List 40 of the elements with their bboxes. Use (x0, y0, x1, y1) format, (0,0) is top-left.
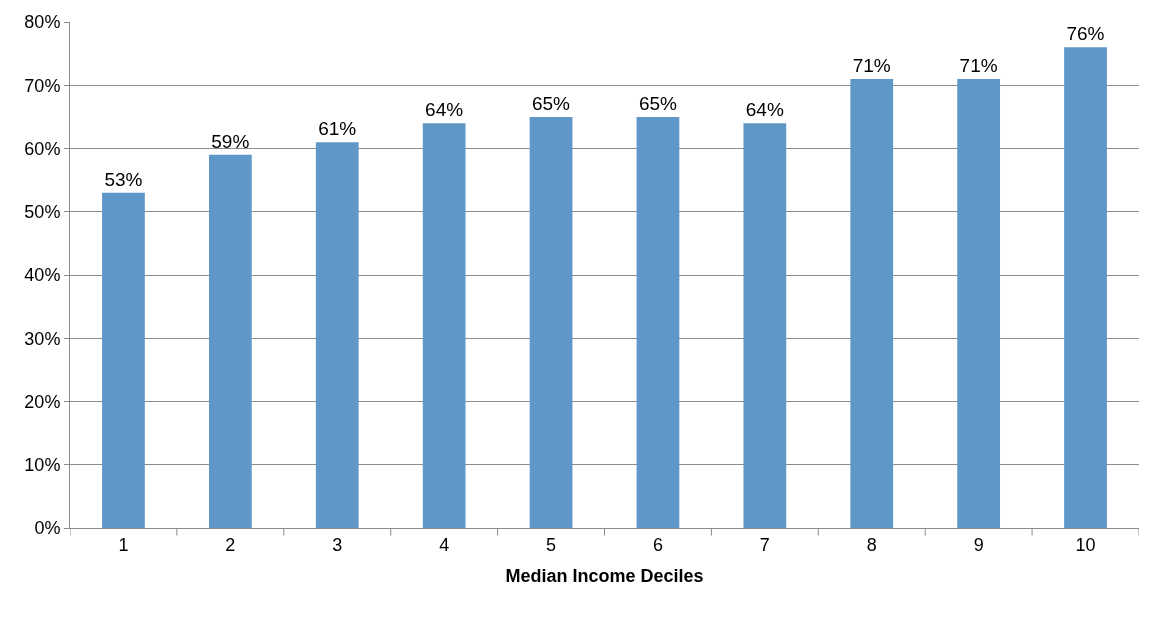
y-tick-label: 0% (34, 518, 61, 539)
x-tick-label: 10 (1075, 534, 1096, 555)
bar (743, 123, 787, 528)
bar (1064, 47, 1107, 528)
bar (850, 78, 894, 528)
bar (315, 142, 359, 528)
y-tick-label: 70% (24, 75, 61, 96)
y-tick-label: 50% (24, 202, 61, 223)
data-label: 64% (425, 99, 464, 121)
y-tick-label: 40% (24, 265, 61, 286)
x-tick-label: 7 (759, 534, 770, 555)
x-tick-label: 1 (118, 534, 129, 555)
y-tick-label: 30% (24, 328, 61, 349)
y-tick-label: 80% (24, 12, 61, 33)
data-label: 71% (852, 54, 891, 76)
x-tick-label: 2 (225, 534, 236, 555)
y-tick-label: 20% (24, 391, 61, 412)
y-tick-label: 10% (24, 455, 61, 476)
data-label: 65% (638, 92, 678, 114)
data-label: 61% (318, 118, 357, 140)
data-label: 64% (745, 99, 784, 121)
bar (529, 116, 573, 528)
data-label: 65% (531, 92, 571, 114)
data-label: 76% (1066, 23, 1105, 45)
data-label: 71% (959, 54, 998, 76)
x-tick-label: 8 (866, 534, 877, 555)
data-label: 53% (104, 168, 143, 190)
bar (957, 78, 1001, 528)
y-tick-label: 60% (24, 138, 61, 159)
x-tick-label: 6 (652, 534, 663, 555)
data-label: 59% (211, 130, 250, 152)
x-tick-label: 4 (439, 534, 450, 555)
bar (636, 116, 680, 528)
x-tick-label: 5 (546, 534, 557, 555)
bar (422, 123, 466, 528)
x-axis-title: Median Income Deciles (505, 565, 704, 586)
x-tick-label: 9 (973, 534, 984, 555)
bar (208, 154, 252, 528)
bar (102, 192, 145, 528)
x-tick-label: 3 (332, 534, 343, 555)
